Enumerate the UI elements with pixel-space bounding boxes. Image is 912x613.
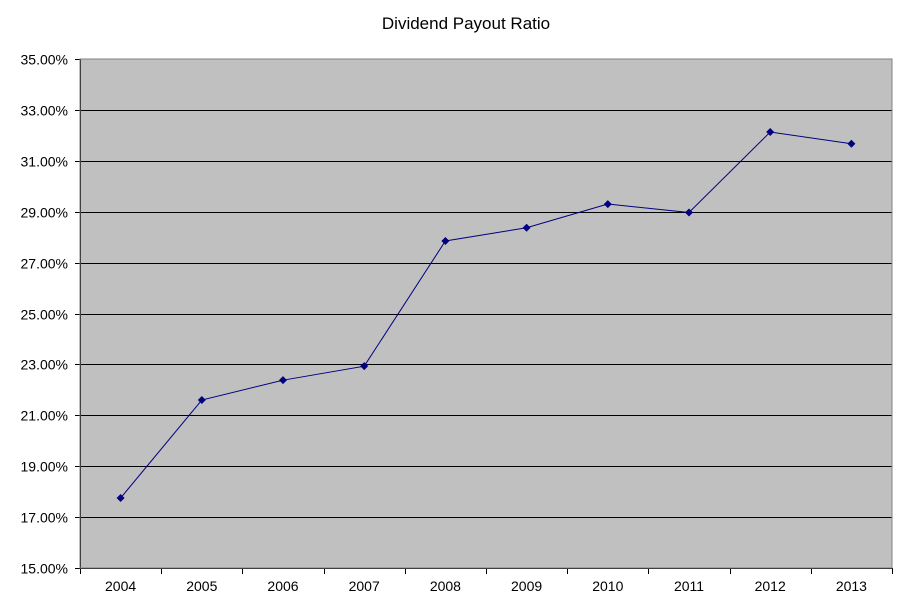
x-tick-label: 2004 [105, 578, 136, 594]
x-tick-label: 2010 [592, 578, 623, 594]
y-axis-ticks: 15.00% 17.00% 19.00% 21.00% 23.00% 25.00% 27.0… [21, 52, 80, 577]
plot-area [80, 59, 892, 568]
data-point-2013 [847, 139, 856, 148]
data-point-2005 [197, 396, 206, 405]
y-tick-label: 27.00% [21, 256, 68, 272]
y-tick-label: 29.00% [21, 205, 68, 221]
y-tick-label: 33.00% [21, 103, 68, 119]
x-tick-label: 2008 [430, 578, 461, 594]
x-tick-label: 2011 [674, 578, 704, 594]
x-tick-label: 2005 [186, 578, 217, 594]
series-group [116, 128, 856, 503]
data-point-2011 [685, 208, 693, 217]
y-tick-label: 15.00% [21, 561, 68, 577]
chart-title: Dividend Payout Ratio [381, 14, 551, 33]
series-line [120, 131, 852, 499]
plot-border [79, 58, 893, 569]
data-point-2009 [522, 223, 531, 232]
data-point-2004 [116, 494, 125, 503]
y-tick-label: 35.00% [21, 52, 68, 68]
data-point-2006 [279, 376, 287, 385]
data-point-2012 [766, 128, 775, 137]
data-point-2007 [360, 362, 369, 371]
x-tick-label: 2006 [267, 578, 298, 594]
y-tick-label: 21.00% [21, 408, 68, 424]
gridlines [80, 110, 892, 518]
data-point-2008 [441, 236, 450, 245]
x-tick-label: 2009 [511, 578, 542, 594]
x-tick-label: 2013 [836, 578, 867, 594]
y-tick-label: 17.00% [21, 510, 68, 526]
y-tick-label: 23.00% [21, 357, 68, 373]
x-tick-label: 2012 [755, 578, 786, 594]
y-tick-label: 31.00% [21, 154, 68, 170]
y-tick-label: 25.00% [21, 307, 68, 323]
y-tick-label: 19.00% [21, 459, 68, 475]
data-point-2010 [603, 200, 612, 209]
x-tick-label: 2007 [349, 578, 380, 594]
